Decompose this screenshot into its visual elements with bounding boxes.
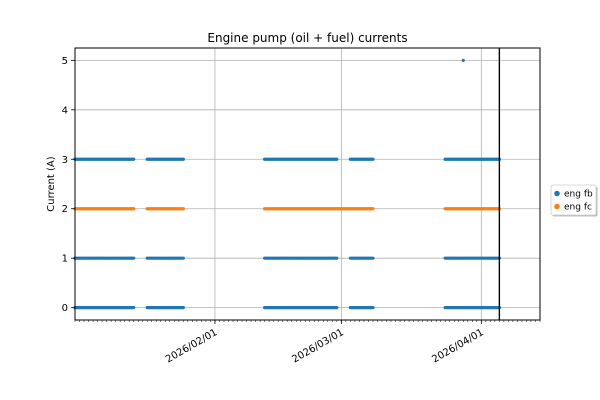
data-point xyxy=(181,256,185,260)
y-tick-label: 3 xyxy=(62,155,68,166)
data-point xyxy=(335,157,339,161)
legend: eng fb eng fc xyxy=(550,184,598,217)
data-point xyxy=(371,157,375,161)
x-tick-label: 2026/02/01 xyxy=(164,327,219,365)
data-point xyxy=(371,207,375,211)
y-tick-label: 5 xyxy=(62,56,68,67)
data-point xyxy=(371,306,375,310)
plot-frame xyxy=(74,47,541,321)
y-tick-label: 1 xyxy=(62,254,68,265)
data-point xyxy=(181,306,185,310)
data-layer xyxy=(73,48,501,320)
data-point xyxy=(335,256,339,260)
y-tick-label: 0 xyxy=(62,303,68,314)
data-point xyxy=(181,157,185,161)
data-point xyxy=(132,207,136,211)
axis-layer: 0 1 2 3 4 5 2026/02/01 2026/03/01 2026/04/01 xyxy=(62,56,541,365)
data-point xyxy=(132,306,136,310)
data-point xyxy=(461,58,465,62)
x-tick-label: 2026/03/01 xyxy=(290,327,345,365)
x-tick-label: 2026/04/01 xyxy=(430,327,485,365)
data-point xyxy=(371,256,375,260)
data-point xyxy=(181,207,185,211)
y-tick-label: 4 xyxy=(62,105,68,116)
legend-marker xyxy=(554,190,560,197)
chart-title: Engine pump (oil + fuel) currents xyxy=(207,31,407,45)
y-tick-label: 2 xyxy=(62,204,68,215)
legend-entry: eng fc xyxy=(564,203,592,213)
data-point xyxy=(132,157,136,161)
grid-layer xyxy=(75,48,540,320)
data-point xyxy=(335,306,339,310)
legend-entry: eng fb xyxy=(564,190,593,200)
y-axis-label: Current (A) xyxy=(46,156,57,211)
data-point xyxy=(132,256,136,260)
legend-box xyxy=(550,184,597,216)
legend-marker xyxy=(554,203,560,210)
